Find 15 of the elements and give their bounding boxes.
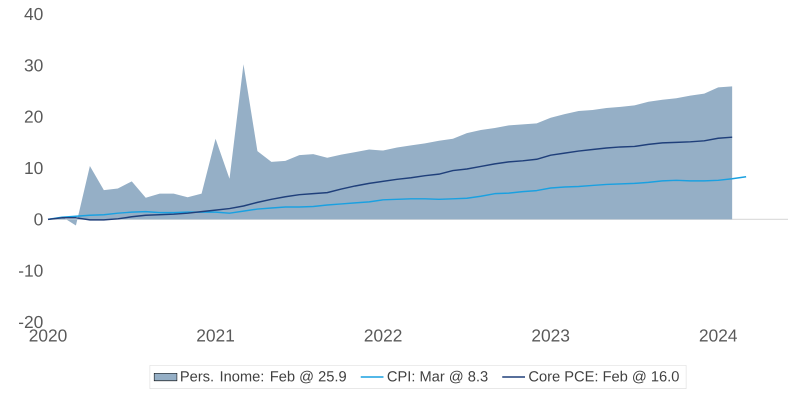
x-tick-label: 2020 <box>30 329 67 342</box>
legend-label: Pers. Inome: Feb @ 25.9 <box>181 370 346 384</box>
y-tick-label: 20 <box>24 110 43 123</box>
y-tick-label: 30 <box>24 59 43 72</box>
y-tick-label: -10 <box>19 264 43 277</box>
legend-label: Core PCE: Feb @ 16.0 <box>529 370 679 384</box>
y-tick-label: -20 <box>19 316 43 328</box>
y-tick-label: 0 <box>34 213 43 226</box>
x-tick-label: 2024 <box>700 329 737 342</box>
x-tick-label: 2022 <box>364 329 402 342</box>
legend-label: CPI: Mar @ 8.3 <box>388 370 488 384</box>
x-tick-label: 2021 <box>197 329 234 342</box>
y-tick-label: 10 <box>25 162 43 174</box>
x-tick-label: 2023 <box>532 329 570 342</box>
y-tick-label: 40 <box>24 8 43 20</box>
